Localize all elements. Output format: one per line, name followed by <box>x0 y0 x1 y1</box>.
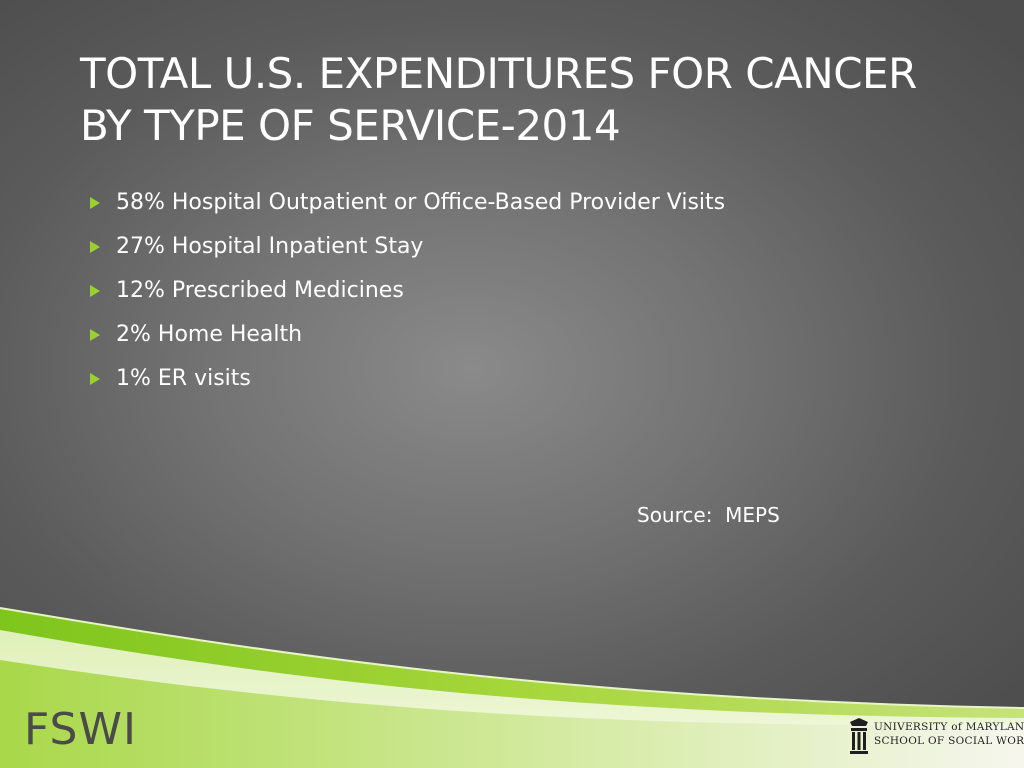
fswi-brand-label: FSWI <box>24 704 137 755</box>
university-name-line-1: UNIVERSITY of MARYLAND <box>874 721 1024 733</box>
triangle-bullet-icon <box>90 285 100 297</box>
slide-title: TOTAL U.S. EXPENDITURES FOR CANCER BY TY… <box>80 48 980 152</box>
bullet-text: 1% ER visits <box>116 366 251 391</box>
bullet-item: 58% Hospital Outpatient or Office-Based … <box>90 186 725 230</box>
bullet-item: 27% Hospital Inpatient Stay <box>90 230 725 274</box>
university-logo: UNIVERSITY of MARYLAND SCHOOL OF SOCIAL … <box>848 716 1024 758</box>
title-line-2: BY TYPE OF SERVICE-2014 <box>80 101 621 150</box>
bullet-text: 12% Prescribed Medicines <box>116 278 404 303</box>
triangle-bullet-icon <box>90 329 100 341</box>
umd-shield-icon <box>850 718 868 754</box>
triangle-bullet-icon <box>90 241 100 253</box>
bullet-item: 1% ER visits <box>90 362 725 406</box>
university-name-line-2: SCHOOL OF SOCIAL WORK <box>874 735 1024 747</box>
triangle-bullet-icon <box>90 373 100 385</box>
bullet-text: 58% Hospital Outpatient or Office-Based … <box>116 190 726 215</box>
university-name: UNIVERSITY of MARYLAND SCHOOL OF SOCIAL … <box>874 720 1024 748</box>
bullet-item: 12% Prescribed Medicines <box>90 274 725 318</box>
source-citation: Source: MEPS <box>637 503 780 527</box>
title-line-1: TOTAL U.S. EXPENDITURES FOR CANCER <box>80 49 917 98</box>
bullet-text: 27% Hospital Inpatient Stay <box>116 234 424 259</box>
bullet-text: 2% Home Health <box>116 322 303 347</box>
bullet-list: 58% Hospital Outpatient or Office-Based … <box>90 186 725 406</box>
bullet-item: 2% Home Health <box>90 318 725 362</box>
triangle-bullet-icon <box>90 197 100 209</box>
footer-wave-band <box>0 607 1024 768</box>
